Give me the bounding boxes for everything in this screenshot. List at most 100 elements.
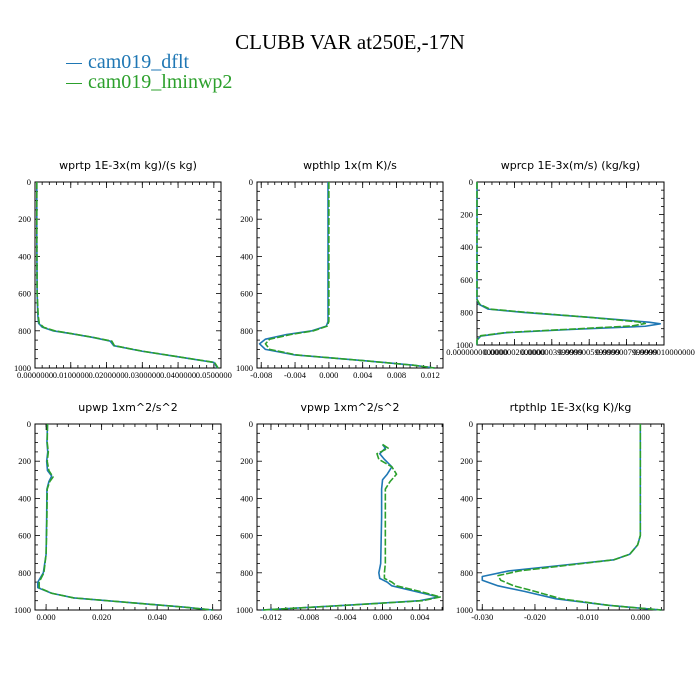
x-tick-label: 0.0000000 (17, 370, 53, 380)
y-tick-label: 800 (460, 568, 473, 578)
panel-wpthlp: wpthlp 1x(m K)/s 0 200 400 600 800 1000-0.008 -… (236, 159, 444, 380)
y-tick-label: 1000 (14, 363, 31, 373)
panel-upwp: upwp 1xm^2/s^2 0 200 400 600 800 1000 0.000 0.02… (14, 401, 222, 622)
plot-frame-wprtp (34, 181, 222, 369)
x-tick-label: 0.0100000 (53, 370, 89, 380)
y-tick-label: 0 (469, 419, 473, 429)
panel-vpwp: vpwp 1xm^2/s^2 0 200 400 600 800 1000 -0.012 -0.… (236, 401, 444, 622)
legend-swatch-dflt (66, 62, 82, 64)
x-tick-label: 0.020 (92, 612, 111, 622)
y-tick-label: 400 (18, 251, 31, 261)
y-tick-label: 200 (460, 456, 473, 466)
panel-wprtp: wprtp 1E-3x(m kg)/(s kg) 0 200 400 600 800 100… (14, 159, 232, 380)
x-tick-label: 0.0000005999999 (558, 347, 620, 357)
y-tick-label: 800 (240, 568, 253, 578)
panel-title-rtpthlp: rtpthlp 1E-3x(kg K)/kg (510, 401, 632, 414)
y-tick-label: 0 (249, 419, 253, 429)
x-tick-label: 0.0000000000000 (446, 347, 508, 357)
y-tick-label: 1000 (456, 340, 473, 350)
x-tick-label: -0.012 (260, 612, 282, 622)
y-tick-label: 200 (240, 456, 253, 466)
y-tick-label: 800 (460, 307, 473, 317)
x-tick-label: 0.000 (37, 612, 56, 622)
y-tick-label: 0 (27, 419, 31, 429)
x-tick-label: 0.004 (410, 612, 430, 622)
x-tick-label: 0.004 (353, 370, 373, 380)
y-tick-label: 600 (460, 275, 473, 285)
x-tick-label: 0.0500000 (196, 370, 232, 380)
legend-entry-dflt: cam019_dflt (66, 51, 189, 73)
series-line-lminwp2 (476, 182, 647, 345)
y-tick-label: 200 (18, 214, 31, 224)
series-line-lminwp2 (264, 182, 435, 369)
y-tick-label: 600 (18, 289, 31, 299)
y-tick-label: 400 (460, 493, 473, 503)
plot-frame-rtpthlp (476, 423, 665, 611)
x-tick-label: 0.000 (319, 370, 338, 380)
panel-title-wprcp: wprcp 1E-3x(m/s) (kg/kg) (501, 159, 640, 172)
x-tick-label: 0.0300000 (124, 370, 160, 380)
series-line-lminwp2 (261, 443, 442, 611)
y-tick-label: 0 (469, 177, 473, 187)
x-tick-label: -0.030 (471, 612, 493, 622)
y-tick-label: 200 (18, 456, 31, 466)
y-tick-label: 1000 (236, 363, 253, 373)
plot-frame-vpwp (256, 423, 444, 611)
x-tick-label: -0.004 (284, 370, 307, 380)
series-line-dflt (481, 424, 662, 611)
series-line-lminwp2 (38, 423, 213, 611)
y-tick-label: 600 (240, 289, 253, 299)
legend-label-lminwp2: cam019_lminwp2 (88, 71, 233, 93)
legend-swatch-lminwp2 (66, 82, 82, 84)
x-tick-label: 0.0000002000000 (484, 347, 546, 357)
y-tick-label: 600 (460, 531, 473, 541)
y-tick-label: 0 (249, 177, 253, 187)
y-tick-label: 1000 (14, 605, 31, 615)
series-line-lminwp2 (497, 424, 662, 611)
legend-label-dflt: cam019_dflt (88, 51, 190, 73)
panel-rtpthlp: rtpthlp 1E-3x(kg K)/kg02004006008001000-… (456, 401, 665, 622)
y-tick-label: 1000 (236, 605, 253, 615)
y-tick-label: 200 (240, 214, 253, 224)
panel-title-vpwp: vpwp 1xm^2/s^2 (300, 401, 399, 414)
x-tick-label: 0.008 (387, 370, 406, 380)
x-tick-label: 0.040 (148, 612, 167, 622)
x-tick-label: 0.0000007999999 (596, 347, 658, 357)
series-line-dflt (258, 182, 435, 369)
x-tick-label: 0.0400000 (160, 370, 196, 380)
y-tick-label: 400 (240, 493, 253, 503)
x-tick-label: 0.012 (421, 370, 440, 380)
x-tick-label: 0.000 (373, 612, 392, 622)
x-tick-label: 0.000 (631, 612, 650, 622)
panel-title-upwp: upwp 1xm^2/s^2 (78, 401, 178, 414)
y-tick-label: 400 (18, 493, 31, 503)
series-line-dflt (36, 423, 213, 611)
y-tick-label: 400 (240, 251, 253, 261)
y-tick-label: 800 (18, 568, 31, 578)
x-tick-label: -0.004 (334, 612, 357, 622)
y-tick-label: 200 (460, 210, 473, 220)
x-tick-label: 0.0200000 (88, 370, 124, 380)
series-line-dflt (35, 182, 219, 369)
series-line-lminwp2 (35, 182, 219, 369)
series-line-dflt (261, 443, 440, 611)
series-line-dflt (476, 182, 662, 345)
x-tick-label: -0.008 (250, 370, 272, 380)
y-tick-label: 800 (240, 326, 253, 336)
plot-frame-wpthlp (256, 181, 444, 369)
x-tick-label: -0.020 (524, 612, 546, 622)
x-tick-label: -0.008 (297, 612, 319, 622)
panel-title-wprtp: wprtp 1E-3x(m kg)/(s kg) (59, 159, 197, 172)
plot-frame-upwp (34, 423, 222, 611)
figure-title: CLUBB VAR at250E,-17N (235, 30, 465, 54)
x-tick-label: 0.060 (203, 612, 222, 622)
panel-title-wpthlp: wpthlp 1x(m K)/s (303, 159, 397, 172)
legend-entry-lminwp2: cam019_lminwp2 (66, 71, 232, 93)
panel-wprcp: wprcp 1E-3x(m/s) (kg/kg) 0 200 400 600 800 100… (446, 159, 695, 357)
y-tick-label: 1000 (456, 605, 473, 615)
y-tick-label: 400 (460, 242, 473, 252)
y-tick-label: 800 (18, 326, 31, 336)
y-tick-label: 600 (18, 531, 31, 541)
y-tick-label: 600 (240, 531, 253, 541)
